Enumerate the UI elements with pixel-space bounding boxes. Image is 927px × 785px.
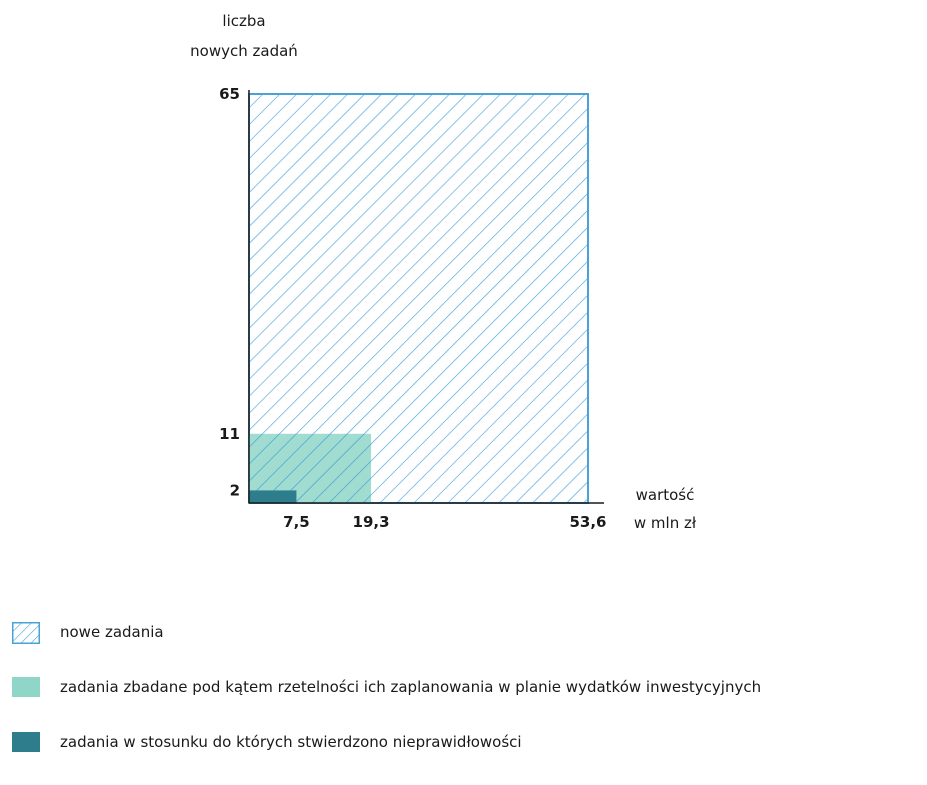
x-tick-label: 7,5 [283,513,310,531]
y-axis-label-line-1: liczba [222,12,265,30]
y-tick-label: 65 [219,85,240,103]
chart-areas [248,93,589,504]
dark-teal-swatch-icon [12,732,40,752]
hatched-swatch-icon [12,622,40,644]
chart: liczba nowych zadań 2 11 65 7,5 19,3 53,6 wa… [190,12,697,532]
legend-item-new-tasks: nowe zadania [12,620,761,644]
legend-item-examined-tasks: zadania zbadane pod kątem rzetelności ic… [12,675,761,699]
y-tick-labels: 2 11 65 [219,85,240,499]
y-tick-label: 2 [230,481,240,499]
area-irregular-tasks [249,490,297,503]
light-teal-swatch-icon [12,677,40,697]
legend-item-irregular-tasks: zadania w stosunku do których stwierdzon… [12,730,761,754]
legend-label: zadania zbadane pod kątem rzetelności ic… [60,678,762,696]
legend-label: zadania w stosunku do których stwierdzon… [60,733,522,751]
y-axis-label-line-2: nowych zadań [190,42,298,60]
x-tick-label: 53,6 [569,513,606,531]
x-axis-label-line-2: w mln zł [634,514,697,532]
legend: nowe zadania zadania zbadane pod kątem r… [12,620,761,785]
y-tick-label: 11 [219,425,240,443]
x-tick-labels: 7,5 19,3 53,6 [283,513,606,531]
x-tick-label: 19,3 [353,513,390,531]
legend-label: nowe zadania [60,623,164,641]
x-axis-label-line-1: wartość [636,486,695,504]
